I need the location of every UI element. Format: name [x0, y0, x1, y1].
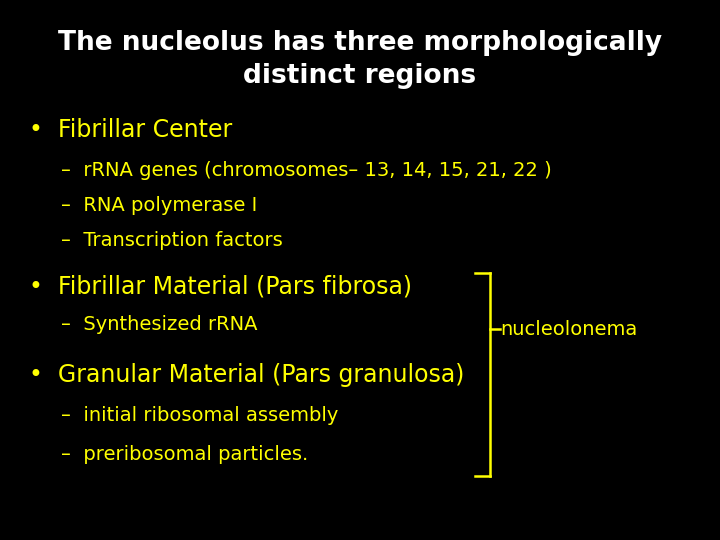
Text: •  Fibrillar Material (Pars fibrosa): • Fibrillar Material (Pars fibrosa) [29, 274, 412, 298]
Text: distinct regions: distinct regions [243, 63, 477, 89]
Text: nucleolonema: nucleolonema [500, 320, 638, 339]
Text: •  Granular Material (Pars granulosa): • Granular Material (Pars granulosa) [29, 363, 464, 387]
Text: –  rRNA genes (chromosomes– 13, 14, 15, 21, 22 ): – rRNA genes (chromosomes– 13, 14, 15, 2… [61, 160, 552, 180]
Text: The nucleolus has three morphologically: The nucleolus has three morphologically [58, 30, 662, 56]
Text: •  Fibrillar Center: • Fibrillar Center [29, 118, 232, 141]
Text: –  RNA polymerase I: – RNA polymerase I [61, 195, 258, 215]
Text: –  Transcription factors: – Transcription factors [61, 231, 283, 250]
Text: –  preribosomal particles.: – preribosomal particles. [61, 445, 308, 464]
Text: –  Synthesized rRNA: – Synthesized rRNA [61, 314, 258, 334]
Text: –  initial ribosomal assembly: – initial ribosomal assembly [61, 406, 338, 426]
